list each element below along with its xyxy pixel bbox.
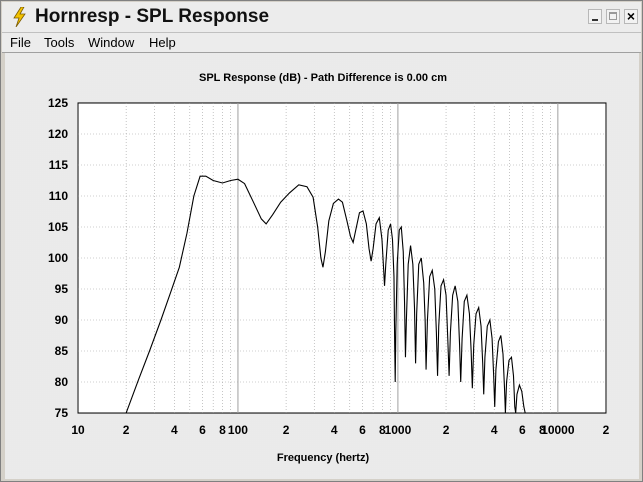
- x-tick-label: 4: [331, 423, 338, 437]
- x-tick-label: 6: [199, 423, 206, 437]
- x-tick-label: 10000: [541, 423, 575, 437]
- x-tick-label: 1000: [385, 423, 412, 437]
- x-tick-label: 4: [491, 423, 498, 437]
- y-tick-label: 75: [55, 406, 69, 420]
- y-tick-label: 80: [55, 375, 69, 389]
- menu-window[interactable]: Window: [88, 35, 135, 50]
- window-title: Hornresp - SPL Response: [35, 6, 270, 27]
- y-tick-label: 105: [48, 220, 68, 234]
- app-icon: [13, 7, 26, 27]
- x-tick-label: 8: [539, 423, 546, 437]
- x-tick-label: 100: [228, 423, 248, 437]
- x-tick-label: 10: [71, 423, 85, 437]
- y-tick-label: 120: [48, 127, 68, 141]
- y-tick-label: 115: [49, 158, 69, 172]
- menu-file[interactable]: File: [10, 35, 31, 50]
- spl-curve: [125, 175, 526, 414]
- x-tick-label: 8: [219, 423, 226, 437]
- x-tick-label: 2: [123, 423, 130, 437]
- y-tick-label: 100: [48, 251, 68, 265]
- menu-help[interactable]: Help: [149, 35, 176, 50]
- close-button[interactable]: ×: [624, 9, 638, 24]
- x-tick-label: 6: [359, 423, 366, 437]
- maximize-button[interactable]: [606, 9, 620, 24]
- chart-title: SPL Response (dB) - Path Difference is 0…: [199, 72, 447, 84]
- y-tick-label: 90: [55, 313, 69, 327]
- x-tick-label: 2: [603, 423, 610, 437]
- y-tick-label: 85: [55, 344, 69, 358]
- y-axis-ticks: 75 80 85 90 95 100 105 110 115 120 125: [48, 96, 68, 420]
- x-tick-label: 4: [171, 423, 178, 437]
- x-axis-label: Frequency (hertz): [277, 452, 370, 464]
- spl-response-chart[interactable]: SPL Response (dB) - Path Difference is 0…: [5, 53, 639, 479]
- x-tick-label: 2: [443, 423, 450, 437]
- menu-tools[interactable]: Tools: [44, 35, 75, 50]
- menu-bar: File Tools Window Help: [2, 33, 641, 53]
- x-tick-label: 2: [283, 423, 290, 437]
- y-tick-label: 125: [48, 96, 68, 110]
- y-tick-label: 110: [49, 189, 69, 203]
- x-tick-label: 8: [379, 423, 386, 437]
- chart-area: SPL Response (dB) - Path Difference is 0…: [5, 53, 639, 479]
- grid: [78, 103, 606, 413]
- minimize-button[interactable]: [588, 9, 602, 24]
- y-tick-label: 95: [55, 282, 69, 296]
- title-bar[interactable]: Hornresp - SPL Response ×: [2, 2, 641, 33]
- x-tick-label: 6: [519, 423, 526, 437]
